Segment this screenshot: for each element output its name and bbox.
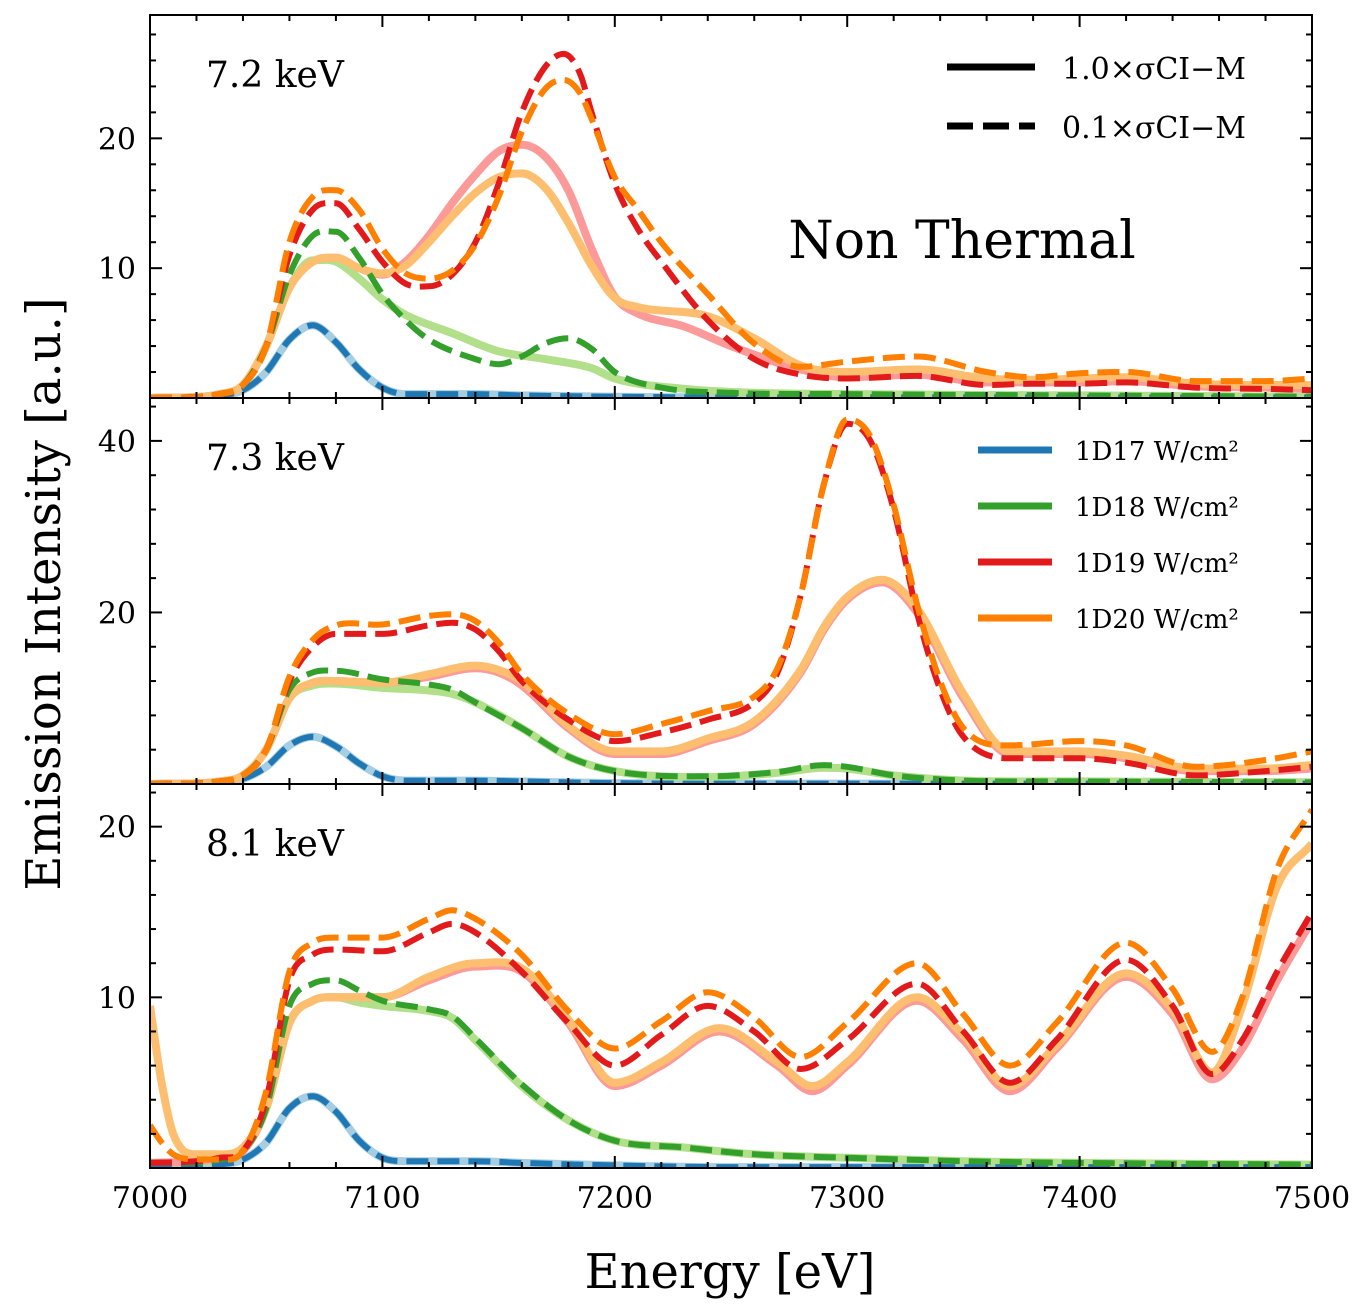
x-tick-labels: 7000 7100 7200 7300 7400 7500 (112, 1181, 1350, 1216)
y-tick-label: 20 (98, 122, 136, 157)
series-1d19-dashed (150, 420, 1312, 784)
legend-1d18-label: 1D18 W/cm² (1075, 493, 1239, 523)
series-1d20-dashed (150, 76, 1312, 398)
x-tick-label: 7400 (1041, 1181, 1117, 1216)
y-axis-label: Emission Intensity [a.u.] (16, 297, 72, 890)
y-tick-label: 10 (98, 252, 136, 287)
series-1d20-solid (150, 169, 1312, 398)
panel-1: 10 20 7.2 keV (98, 14, 1313, 399)
panel-label: 7.3 keV (206, 438, 345, 479)
non-thermal-annotation: Non Thermal (788, 211, 1136, 271)
legend-1d19-label: 1D19 W/cm² (1075, 549, 1239, 579)
line-style-legend: 1.0×σCI−M 0.1×σCI−M (947, 52, 1246, 146)
series-1d17-dashed (150, 1093, 1312, 1168)
y-tick-label: 40 (98, 425, 136, 460)
series-1d20-dashed (150, 808, 1312, 1163)
x-axis-label: Energy [eV] (585, 1244, 876, 1300)
x-tick-label: 7500 (1274, 1181, 1350, 1216)
panel-3-frame (149, 783, 1313, 1169)
legend-1d20-label: 1D20 W/cm² (1075, 605, 1239, 635)
series-1d20-solid (150, 575, 1312, 784)
x-tick-label: 7000 (112, 1181, 188, 1216)
series-1d17-solid (150, 321, 1312, 398)
x-tick-label: 7300 (809, 1181, 885, 1216)
legend-dashed-label: 0.1×σCI−M (1062, 111, 1246, 146)
series-1d18-dashed (150, 228, 1312, 398)
series-1d20-solid (150, 841, 1312, 1159)
panel-label: 7.2 keV (206, 55, 345, 96)
series-1d19-dashed (150, 50, 1312, 398)
panel-3-x-ticks (149, 784, 1313, 1168)
x-tick-label: 7200 (577, 1181, 653, 1216)
y-tick-label: 20 (98, 596, 136, 631)
series-1d20-dashed (150, 416, 1312, 784)
y-tick-label: 10 (98, 981, 136, 1016)
series-1d17-solid (150, 1092, 1312, 1168)
panel-3-y-ticks: 10 20 (98, 791, 1312, 1135)
y-tick-label: 20 (98, 811, 136, 846)
intensity-legend: 1D17 W/cm² 1D18 W/cm² 1D19 W/cm² 1D20 W/… (978, 437, 1239, 635)
panel-3-series (150, 808, 1312, 1168)
panel-label: 8.1 keV (206, 824, 345, 865)
series-1d19-solid (150, 140, 1312, 398)
series-1d18-dashed (150, 977, 1312, 1168)
legend-solid-label: 1.0×σCI−M (1062, 52, 1246, 87)
series-1d18-solid (150, 993, 1312, 1168)
series-1d19-dashed (150, 910, 1312, 1166)
panel-1-series (150, 50, 1312, 398)
series-1d19-solid (150, 918, 1312, 1167)
legend-1d17-label: 1D17 W/cm² (1075, 437, 1239, 467)
panel-3: 10 20 8.1 keV (98, 783, 1313, 1169)
x-tick-label: 7100 (344, 1181, 420, 1216)
panel-1-y-ticks: 10 20 (98, 33, 1312, 374)
